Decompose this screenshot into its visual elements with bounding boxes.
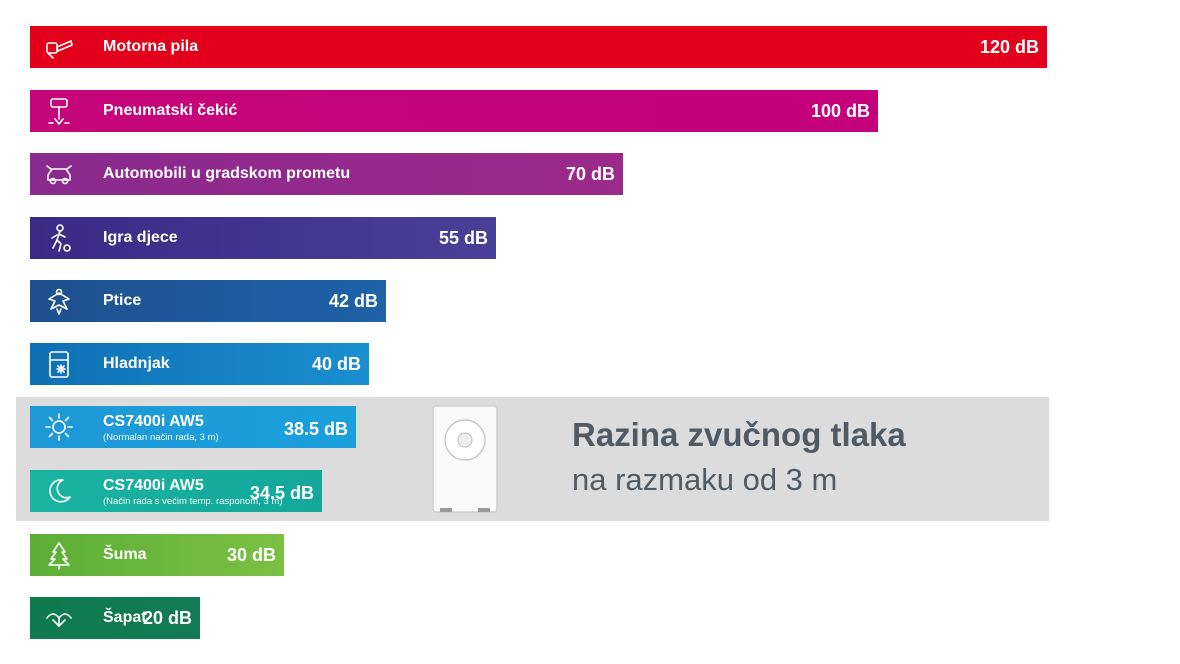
bar-3: Automobili u gradskom prometu 70 dB <box>30 153 623 195</box>
chainsaw-icon <box>44 32 74 62</box>
moon-icon <box>44 476 74 506</box>
bar-label: Šuma <box>103 546 147 563</box>
bar-value-label: 30 dB <box>226 545 276 565</box>
annotation-title: Razina zvučnog tlaka <box>572 416 906 453</box>
bar-label: Igra djece <box>103 229 178 246</box>
bar-label: Ptice <box>103 292 142 309</box>
bird-icon <box>44 286 74 316</box>
child-icon <box>44 223 74 253</box>
sun-icon <box>44 412 74 442</box>
bar-label: Motorna pila <box>103 38 199 55</box>
bar-6: Hladnjak 40 dB <box>30 343 369 385</box>
bar-5: Ptice 42 dB <box>30 280 386 322</box>
bar-7: CS7400i AW5 (Normalan način rada, 3 m) 38.… <box>30 406 356 448</box>
bar-label: Hladnjak <box>103 355 170 372</box>
annotation-subtitle: na razmaku od 3 m <box>572 462 838 497</box>
bar-9: Šuma 30 dB <box>30 534 284 576</box>
bar-value-label: 40 dB <box>311 354 361 374</box>
bar-1: Motorna pila 120 dB <box>30 26 1047 68</box>
bar-value-label: 55 dB <box>438 228 488 248</box>
bar-sublabel: (Način rada s većim temp. rasponom, 3 m) <box>103 496 283 507</box>
bar-label: Pneumatski čekić <box>103 102 238 119</box>
bar-label: CS7400i AW5 <box>103 477 204 494</box>
bar-value-label: 42 dB <box>328 291 378 311</box>
bar-value-label: 70 dB <box>565 164 615 184</box>
tree-icon <box>44 540 74 570</box>
bar-label: Šapat <box>103 609 147 626</box>
bar-label: Automobili u gradskom prometu <box>103 165 351 182</box>
heat-pump-image <box>432 405 498 513</box>
bar-sublabel: (Normalan način rada, 3 m) <box>103 432 219 443</box>
bar-value-label: 38.5 dB <box>283 419 348 439</box>
car-icon <box>44 159 74 189</box>
bar-value-label: 34.5 dB <box>249 483 314 503</box>
bar-8: CS7400i AW5 (Način rada s većim temp. ras… <box>30 470 322 512</box>
bar-label: CS7400i AW5 <box>103 413 204 430</box>
bar-value-label: 100 dB <box>810 101 870 121</box>
bar-4: Igra djece 55 dB <box>30 217 496 259</box>
jackhammer-icon <box>44 96 74 126</box>
bar-2: Pneumatski čekić 100 dB <box>30 90 878 132</box>
bar-value-label: 120 dB <box>979 37 1039 57</box>
bar-10: Šapat 20 dB <box>30 597 200 639</box>
whisper-icon <box>44 603 74 633</box>
bar-value-label: 20 dB <box>142 608 192 628</box>
fridge-icon <box>44 349 74 379</box>
